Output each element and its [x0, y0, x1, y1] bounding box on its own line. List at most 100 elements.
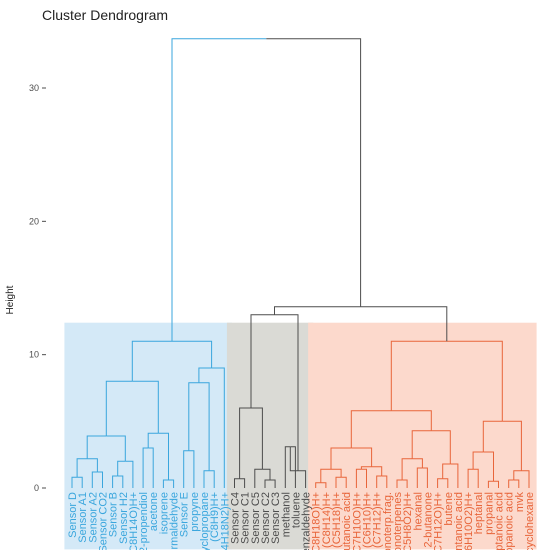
branch-10-right — [132, 380, 159, 434]
branch-25-left — [320, 468, 331, 483]
branch-13-left — [188, 382, 199, 451]
branch-13-right — [198, 382, 210, 471]
branch-3-left — [91, 471, 98, 488]
leaf-label: Sensor CO2 — [98, 492, 110, 550]
cluster-band-2 — [226, 322, 314, 550]
leaf-label: monoterpenes — [392, 492, 404, 550]
branch-32-left — [401, 458, 413, 480]
branch-41-left — [513, 470, 522, 480]
y-tick-label-30: 30 — [29, 83, 39, 93]
leaf-label: butene — [443, 492, 455, 526]
branch-37-left — [467, 468, 474, 488]
y-axis-label: Height — [5, 285, 16, 314]
leaf-label: formaldehyde — [169, 492, 181, 550]
leaf-label: Sensor D — [67, 492, 79, 538]
branch-34-left — [442, 463, 451, 479]
leaf-label: (C7H12)H+ — [372, 492, 384, 548]
branch-6-left — [86, 435, 107, 459]
branch-4-left — [76, 458, 88, 478]
leaf-label: heptanal — [473, 492, 485, 534]
branch-14-right — [211, 367, 225, 488]
branch-16-left — [234, 478, 240, 488]
branch-8-left — [162, 479, 169, 488]
branch-17-right — [270, 479, 276, 488]
chart-title: Cluster Dendrogram — [42, 7, 168, 23]
leaf-label: toluene — [290, 492, 302, 528]
branch-11-right — [188, 450, 195, 488]
leaf-label: 1,2-propendiol — [138, 492, 150, 550]
branch-30-left — [396, 479, 403, 488]
branch-43-right — [446, 340, 503, 422]
branch-36-right — [391, 410, 432, 431]
branch-21-left — [289, 446, 298, 472]
branch-24-left — [335, 476, 342, 488]
branch-40-left — [508, 479, 514, 488]
branch-31-left — [416, 467, 423, 488]
leaf-label: Sensor A2 — [87, 492, 99, 543]
branch-12-right — [209, 470, 215, 488]
leaf-label: 2-butanone — [422, 492, 434, 548]
leaf-label: isoprene — [158, 492, 170, 534]
branch-12-left — [203, 470, 210, 488]
leaf-label: (C8H14)H+ — [321, 492, 333, 548]
cluster-bands — [64, 322, 537, 550]
branch-10-left — [105, 380, 133, 436]
branch-20-left — [284, 446, 291, 488]
branch-11-left — [183, 450, 189, 488]
leaf-label: propyne — [189, 492, 201, 532]
leaf-label: Sensor A1 — [77, 492, 89, 543]
leaf-label: Sensor C2 — [260, 492, 272, 544]
branch-19-right — [251, 407, 263, 470]
branch-45-left — [171, 38, 267, 342]
leaf-label: cyclopropane — [199, 492, 211, 550]
leaf-label: (C5H8O2)H+ — [402, 492, 414, 550]
branch-2-left — [112, 475, 118, 488]
branch-21-right — [298, 470, 307, 488]
branch-44-left — [274, 306, 361, 315]
branch-40-right — [513, 479, 520, 488]
leaf-label: mvk — [514, 492, 526, 513]
leaf-label: Sensor C3 — [270, 492, 282, 544]
leaf-label: Sensor C1 — [240, 492, 252, 544]
branch-22-right — [274, 314, 299, 471]
leaf-label: Sensor B — [108, 492, 120, 537]
leaf-label: methanol — [280, 492, 292, 537]
branch-9-left — [147, 432, 159, 448]
leaf-label: Sensor E — [179, 492, 191, 537]
dendrogram-branches — [71, 38, 530, 488]
leaf-label: heptanoic acid — [494, 492, 506, 550]
branch-24-right — [341, 476, 347, 488]
leaf-label: (C7H10O)H+ — [351, 492, 363, 550]
branch-35-right — [431, 430, 451, 464]
leaf-label: acetone — [148, 492, 160, 531]
leaf-label: (C6H10)H+ — [362, 492, 374, 548]
branch-23-left — [315, 482, 321, 488]
leaf-label: (C8H14O)H+ — [128, 492, 140, 550]
branch-3-right — [97, 471, 103, 488]
branch-6-right — [106, 435, 126, 462]
branch-36-left — [350, 410, 392, 448]
branch-8-right — [168, 479, 175, 488]
branch-45-right — [266, 38, 362, 307]
branch-27-right — [381, 475, 388, 488]
leaf-label: Sensor C5 — [250, 492, 262, 544]
branch-2-right — [117, 475, 124, 488]
leaf-label: cyclohexane — [524, 492, 536, 550]
branch-19-left — [239, 407, 251, 479]
branch-14-left — [198, 367, 212, 383]
branch-41-right — [521, 470, 530, 488]
y-axis: 0 10 20 30 — [29, 83, 46, 493]
branch-39-left — [472, 451, 484, 470]
leaf-label: hexanal — [412, 492, 424, 531]
branch-38-right — [493, 480, 499, 488]
branch-28-right — [371, 466, 383, 476]
branch-7-right — [148, 447, 154, 488]
leaf-label: propanal — [483, 492, 495, 535]
branch-17-left — [264, 479, 270, 488]
branch-7-left — [142, 447, 149, 488]
branch-31-right — [422, 467, 428, 488]
leaf-label: benzaldehyde — [301, 492, 313, 550]
branch-1-left — [71, 476, 78, 488]
branch-37-right — [473, 468, 479, 488]
